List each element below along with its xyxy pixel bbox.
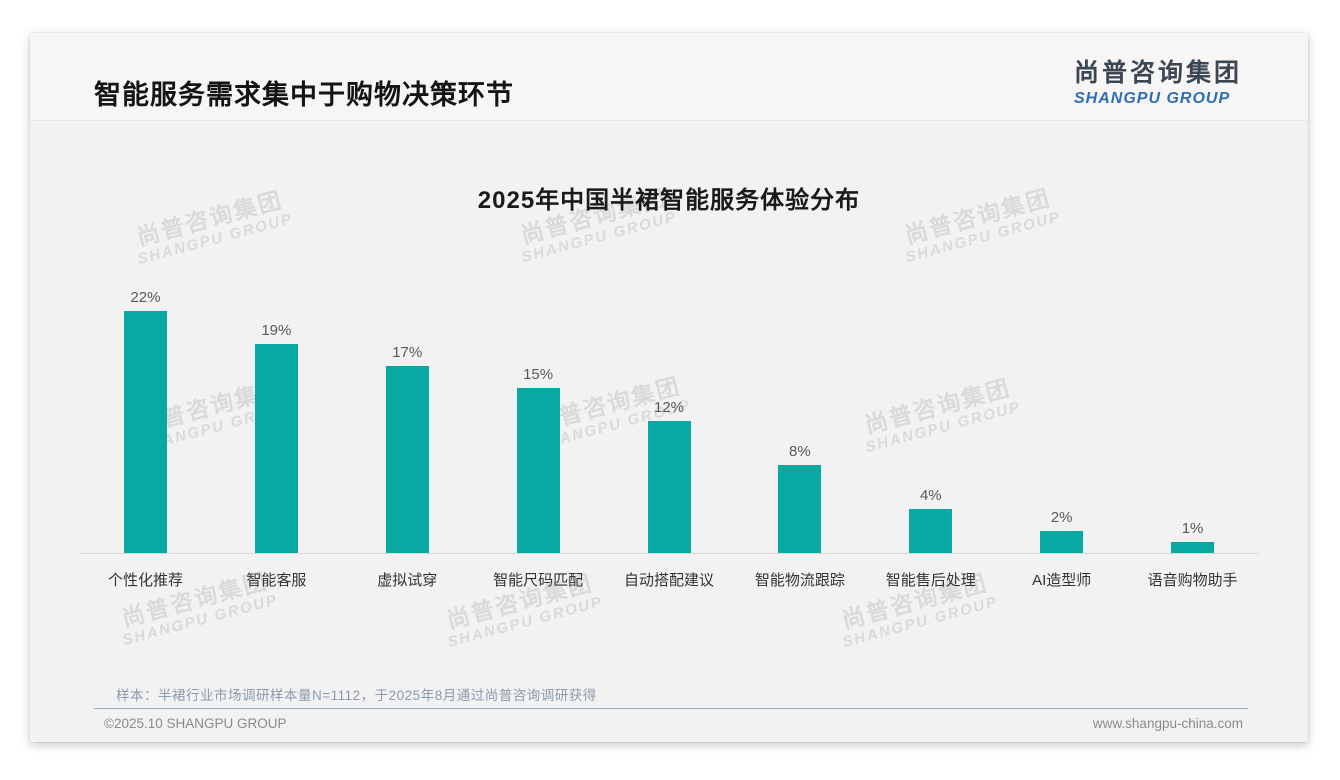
footer: ©2025.10 SHANGPU GROUP www.shangpu-china… (94, 716, 1248, 731)
bar-value-label: 8% (789, 443, 811, 460)
bar-value-label: 12% (653, 399, 685, 416)
category-label: AI造型师 (1032, 572, 1092, 589)
bar-column: 17% (342, 271, 473, 553)
bar (123, 311, 167, 553)
bar (1171, 542, 1215, 553)
bar-chart: 22% 19% 17% 15% 12% 8% 4% 2% 1% 个性化推荐 智能客服 虚拟试穿 智能尺… (80, 271, 1258, 601)
bar (778, 465, 822, 553)
copyright-text: ©2025.10 SHANGPU GROUP (104, 716, 287, 731)
bar (909, 509, 953, 553)
bar-value-label: 4% (919, 487, 942, 504)
category-label: 虚拟试穿 (377, 572, 438, 589)
bar (254, 344, 298, 553)
bar (647, 421, 691, 553)
bar-series: 22% 19% 17% 15% 12% 8% 4% 2% 1% (80, 271, 1258, 553)
slide-card: 尚普咨询集团 SHANGPU GROUP 尚普咨询集团 SHANGPU GROUP 尚普… (30, 33, 1308, 742)
bar-value-label: 15% (523, 366, 554, 383)
logo-english-text: SHANGPU GROUP (1073, 90, 1231, 107)
bar-column: 15% (473, 271, 604, 553)
header-bar: 智能服务需求集中于购物决策环节 尚普咨询集团 SHANGPU GROUP (30, 33, 1308, 121)
bar-value-label: 19% (261, 322, 292, 339)
bar-column: 19% (211, 271, 342, 553)
bar-column: 2% (996, 271, 1127, 553)
footer-divider (94, 708, 1248, 709)
bar-column: 12% (604, 271, 735, 553)
bar-column: 4% (865, 271, 996, 553)
page-title: 智能服务需求集中于购物决策环节 (94, 80, 514, 110)
bar-value-label: 22% (130, 289, 161, 306)
category-label: 智能物流跟踪 (754, 572, 845, 589)
bar-value-label: 1% (1181, 520, 1204, 537)
company-logo: 尚普咨询集团 SHANGPU GROUP (1074, 53, 1242, 108)
bar-column: 22% (80, 271, 211, 553)
x-axis-line (80, 553, 1258, 554)
bar-column: 8% (734, 271, 865, 553)
sample-note: 样本：半裙行业市场调研样本量N=1112，于2025年8月通过尚普咨询调研获得 (116, 688, 597, 703)
bar-column: 1% (1127, 271, 1258, 553)
bar (385, 366, 429, 553)
chart-title: 2025年中国半裙智能服务体验分布 (477, 187, 861, 214)
category-label: 智能尺码匹配 (493, 572, 584, 589)
website-text: www.shangpu-china.com (1092, 716, 1243, 731)
category-label: 智能客服 (246, 572, 307, 589)
bar (516, 388, 560, 553)
category-axis-labels: 个性化推荐 智能客服 虚拟试穿 智能尺码匹配 自动搭配建议 智能物流跟踪 智能售后处理 AI造… (80, 569, 1258, 590)
logo-chinese-text: 尚普咨询集团 (1073, 59, 1242, 87)
category-label: 智能售后处理 (885, 572, 976, 589)
category-label: 语音购物助手 (1147, 572, 1238, 589)
category-label: 自动搭配建议 (624, 572, 715, 589)
bar (1040, 531, 1084, 553)
category-label: 个性化推荐 (107, 572, 183, 589)
bar-value-label: 2% (1050, 509, 1073, 526)
bar-value-label: 17% (392, 344, 423, 361)
